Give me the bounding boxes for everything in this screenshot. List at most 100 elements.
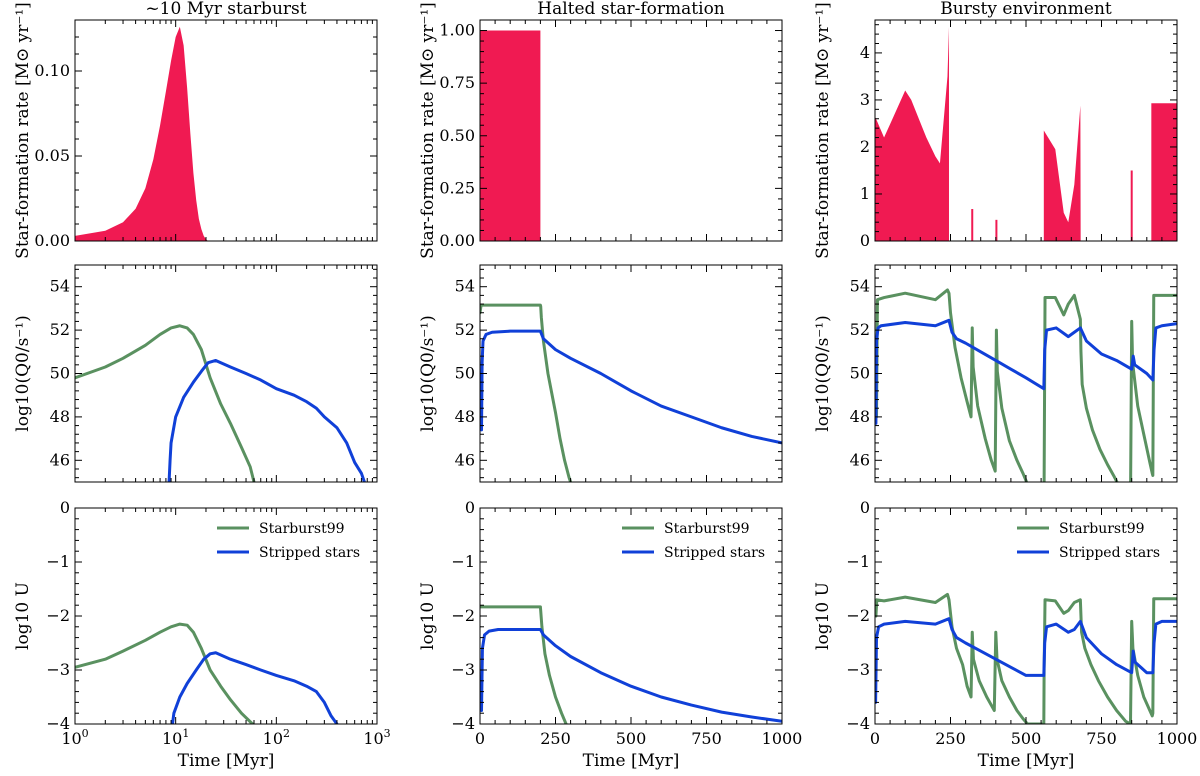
y-tick-label: 0.00	[439, 231, 475, 250]
panel-title-halted: Halted star-formation	[537, 0, 725, 19]
y-tick-label: 0.10	[34, 61, 70, 80]
sfr-area-1	[1043, 105, 1081, 241]
legend-label: Starburst99	[1059, 521, 1145, 537]
series-line-starburst99	[75, 622, 255, 724]
sfr-area-0	[480, 30, 541, 241]
plot-area	[875, 592, 1177, 724]
y-tick-label: 52	[850, 320, 870, 339]
x-tick-label-exponent: 2	[283, 727, 290, 740]
sfr-area-0	[875, 27, 949, 241]
series-line-starburst99	[480, 605, 568, 724]
panel-u-bursty: −4 −3 −2 −1 0 0 250 500 750 1000 log10 U Starburst9…	[813, 498, 1197, 748]
x-tick-label: 750	[1086, 729, 1117, 748]
x-tick-label-exponent: 1	[182, 727, 189, 740]
y-tick-label: 0.50	[439, 126, 475, 145]
panel-frame	[74, 264, 378, 483]
plot-area	[75, 622, 339, 724]
y-axis-label: log10 U	[13, 582, 33, 650]
y-tick-label: 50	[455, 364, 475, 383]
x-tick-label: 103	[363, 727, 390, 748]
series-line-stripped-stars	[875, 318, 1177, 425]
x-tick-label: 500	[1011, 729, 1042, 748]
y-tick-label: 3	[860, 90, 870, 109]
x-tick-label: 500	[616, 729, 647, 748]
x-axis-label-bursty: Time [Myr]	[978, 751, 1075, 771]
y-tick-label: 54	[50, 277, 70, 296]
x-tick-label: 250	[935, 729, 966, 748]
panel-frame	[479, 264, 783, 483]
y-tick-label: 54	[455, 277, 475, 296]
x-tick-label: 100	[61, 727, 88, 748]
x-tick-label: 1000	[762, 729, 803, 748]
series-line-stripped-stars	[480, 329, 782, 445]
panel-frame	[479, 507, 783, 725]
series-line-starburst99	[875, 288, 1177, 482]
plot-area	[480, 605, 782, 724]
plot-area	[875, 288, 1177, 482]
y-tick-label: −2	[46, 606, 70, 625]
series-line-stripped-stars	[480, 628, 782, 723]
series-line-starburst99	[875, 592, 1177, 724]
y-tick-label: −4	[451, 714, 475, 733]
y-tick-label: 50	[50, 364, 70, 383]
panel-q0-bursty: 46 48 50 52 54 log10(Q0/s⁻¹)	[813, 264, 1178, 483]
y-tick-label: 52	[50, 320, 70, 339]
panel-sfr-bursty: 0 1 2 3 4 Star-formation rate [M⊙ yr⁻¹]	[813, 2, 1178, 259]
y-tick-label: 1.00	[439, 21, 475, 40]
x-tick-label: 101	[162, 727, 189, 748]
x-tick-label-exponent: 0	[82, 727, 89, 740]
y-axis-label: log10(Q0/s⁻¹)	[813, 315, 833, 431]
y-axis-label: log10(Q0/s⁻¹)	[418, 315, 438, 431]
y-tick-label: −3	[46, 660, 70, 679]
plot-area	[875, 27, 1177, 241]
legend-label: Starburst99	[664, 521, 750, 537]
x-tick-label-exponent: 3	[384, 727, 391, 740]
y-tick-label: 46	[850, 450, 870, 469]
panel-title-bursty: Bursty environment	[940, 0, 1112, 19]
y-tick-label: 0.25	[439, 178, 475, 197]
y-tick-label: −1	[46, 552, 70, 571]
y-tick-label: 52	[455, 320, 475, 339]
y-tick-label: 50	[850, 364, 870, 383]
y-tick-label: 48	[50, 407, 70, 426]
series-line-starburst99	[480, 303, 573, 482]
y-tick-label: −1	[846, 552, 870, 571]
y-tick-label: 0	[860, 498, 870, 517]
x-tick-label: 0	[475, 729, 485, 748]
plot-area	[480, 303, 782, 482]
y-tick-label: 1	[860, 184, 870, 203]
y-tick-label: 2	[860, 137, 870, 156]
y-tick-label: −4	[846, 714, 870, 733]
y-tick-label: 46	[50, 450, 70, 469]
y-axis-label: log10(Q0/s⁻¹)	[13, 315, 33, 431]
y-axis-label: Star-formation rate [M⊙ yr⁻¹]	[813, 2, 833, 259]
x-axis-label-starburst: Time [Myr]	[178, 751, 275, 771]
series-line-stripped-stars	[170, 651, 339, 724]
y-tick-label: 0	[465, 498, 475, 517]
plot-area	[480, 30, 541, 241]
series-line-stripped-stars	[875, 617, 1177, 704]
panel-q0-halted: 46 48 50 52 54 log10(Q0/s⁻¹)	[418, 264, 783, 483]
legend-label: Starburst99	[259, 521, 345, 537]
legend-label: Stripped stars	[259, 545, 360, 561]
y-tick-label: −2	[451, 606, 475, 625]
y-tick-label: −3	[451, 660, 475, 679]
y-tick-label: −2	[846, 606, 870, 625]
y-tick-label: 0	[860, 231, 870, 250]
x-tick-label-base: 10	[61, 729, 81, 748]
panel-q0-starburst: 46 48 50 52 54 log10(Q0/s⁻¹)	[13, 264, 378, 483]
series-line-stripped-stars	[167, 358, 366, 482]
y-tick-label: 0.00	[34, 231, 70, 250]
y-tick-label: 54	[850, 277, 870, 296]
plot-area	[75, 324, 366, 482]
x-tick-label: 1000	[1157, 729, 1198, 748]
x-tick-label-base: 10	[363, 729, 383, 748]
y-axis-label: Star-formation rate [M⊙ yr⁻¹]	[418, 2, 438, 259]
y-tick-label: −1	[451, 552, 475, 571]
legend-label: Stripped stars	[1059, 545, 1160, 561]
panel-frame	[74, 19, 378, 242]
